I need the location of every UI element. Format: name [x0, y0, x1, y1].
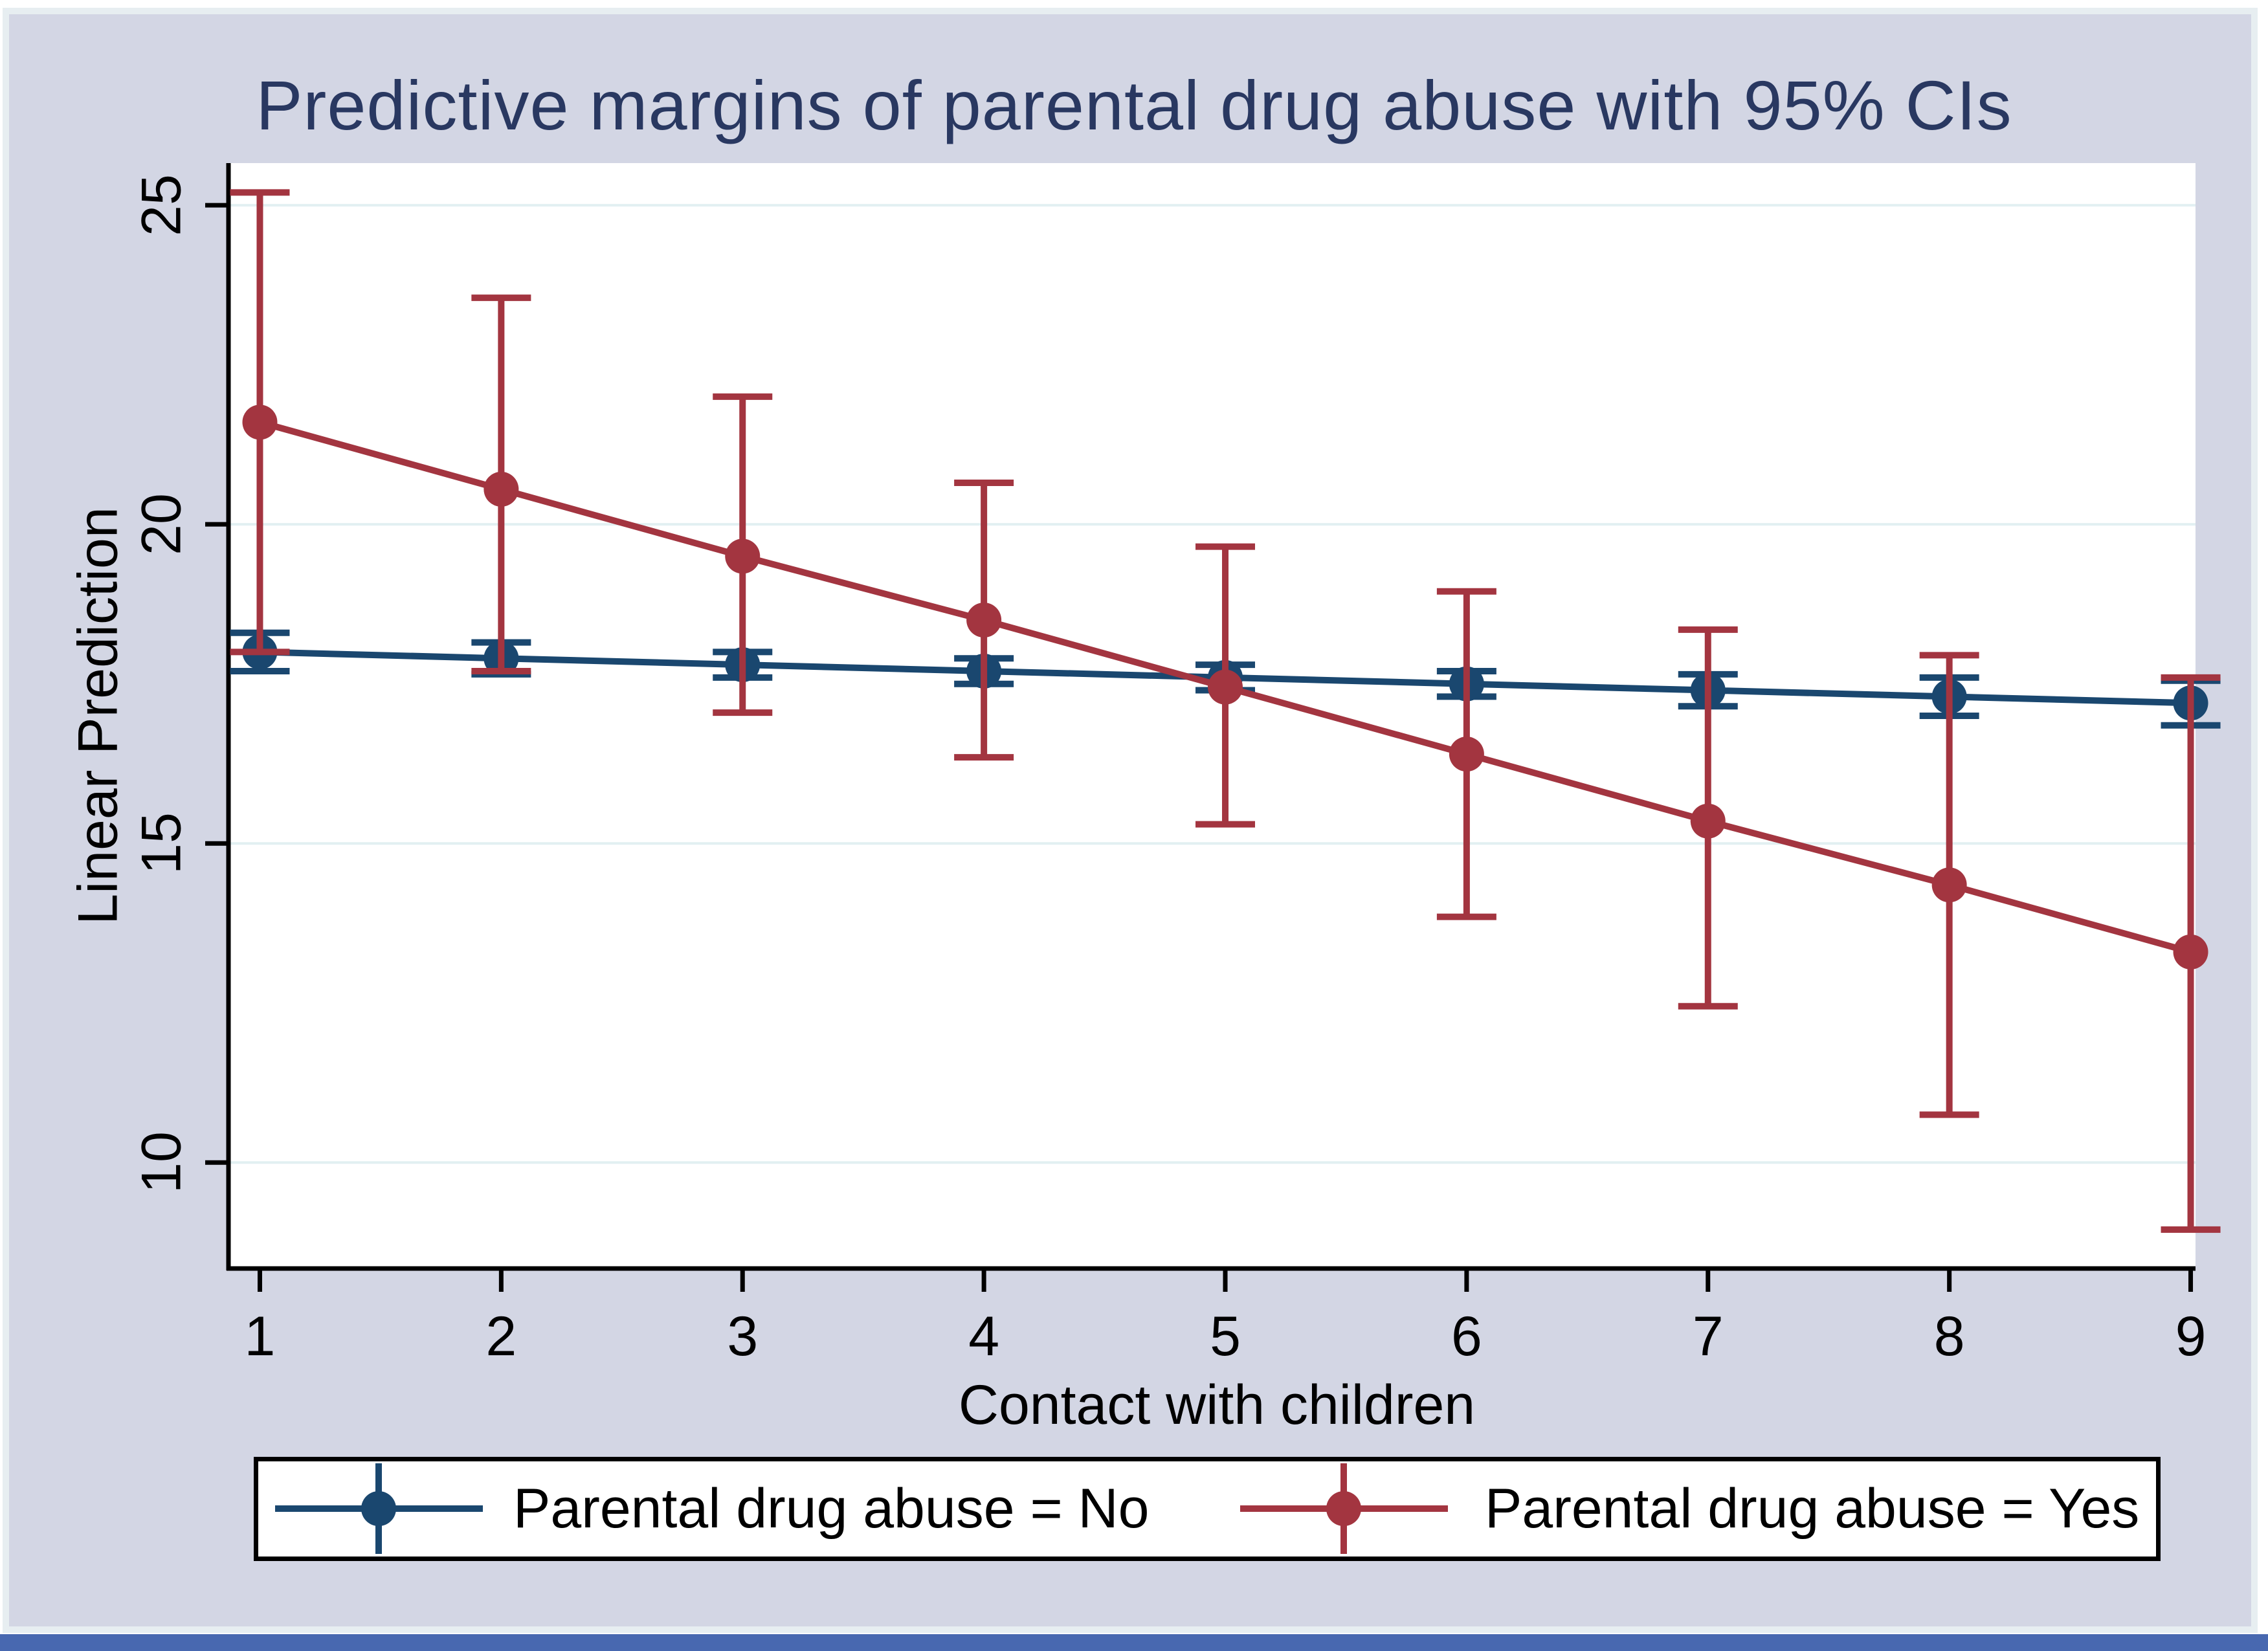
x-tick-label: 2 — [485, 1305, 517, 1368]
x-tick-label: 8 — [1933, 1305, 1965, 1368]
x-axis-title: Contact with children — [958, 1374, 1476, 1436]
x-tick-label: 7 — [1692, 1305, 1724, 1368]
series-marker — [242, 404, 278, 440]
y-axis-title: Linear Prediction — [67, 507, 129, 925]
series-marker — [966, 603, 1002, 638]
series-marker — [725, 538, 761, 574]
x-tick-label: 4 — [968, 1305, 1000, 1368]
legend-sample-shape — [1326, 1491, 1361, 1526]
x-tick-label: 3 — [727, 1305, 759, 1368]
legend-label: Parental drug abuse = Yes — [1485, 1478, 2140, 1540]
legend-label: Parental drug abuse = No — [513, 1478, 1150, 1540]
y-tick-label: 20 — [130, 493, 193, 555]
series-marker — [484, 471, 519, 507]
series-marker — [1208, 669, 1243, 705]
series-marker — [1690, 803, 1726, 839]
legend-marker-icon — [1240, 1463, 1448, 1554]
y-tick-label: 10 — [130, 1131, 193, 1194]
legend-marker-icon — [275, 1463, 483, 1554]
y-tick-label: 15 — [130, 812, 193, 875]
x-tick-label: 6 — [1451, 1305, 1482, 1368]
x-tick-label: 5 — [1210, 1305, 1241, 1368]
legend-sample-shape — [361, 1491, 396, 1526]
bottom-blue-bar — [0, 1634, 2268, 1651]
plot-background — [228, 163, 2196, 1269]
series-marker — [1449, 737, 1484, 772]
x-tick-label: 1 — [244, 1305, 276, 1368]
legend: Parental drug abuse = No Parental drug ab… — [254, 1457, 2161, 1561]
series-marker — [1931, 867, 1967, 903]
series-marker — [2173, 934, 2208, 970]
x-tick-label: 9 — [2175, 1305, 2207, 1368]
chart-title: Predictive margins of parental drug abus… — [256, 66, 2012, 144]
y-tick-label: 25 — [130, 174, 193, 236]
